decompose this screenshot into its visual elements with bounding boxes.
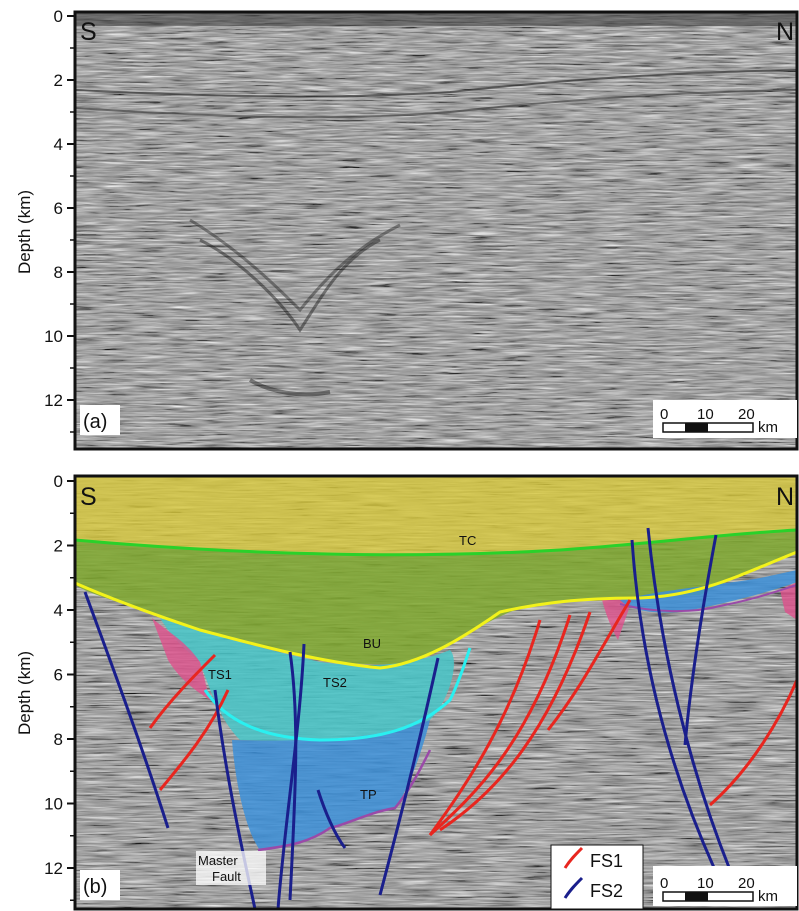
depth-tick-label: 0	[54, 472, 63, 491]
unit-blue	[232, 720, 430, 850]
depth-tick-label: 0	[54, 7, 63, 26]
panel-a-label: (a)	[83, 411, 107, 433]
unit-top-yellow	[75, 476, 797, 555]
legend-fs2-swatch	[563, 876, 584, 899]
horizon-tp-right-line	[619, 584, 797, 613]
panel-a: S N (a) 0 10 20 km 0 2 4 6 8 10 12 Depth (km)	[15, 7, 799, 451]
horizon-ts2-line	[203, 647, 472, 742]
panel-a-scale-bar: 0 10 20 km	[653, 400, 797, 438]
horizon-label-ts2: TS2	[323, 675, 347, 690]
depth-tick-label: 6	[54, 199, 63, 218]
master-fault-label-box	[196, 851, 266, 885]
fs1-fault	[546, 599, 632, 731]
panel-b-scale-bar: 0 10 20 km	[653, 866, 797, 906]
panel-b-label: (b)	[83, 876, 107, 898]
panel-a-south-label: S	[80, 18, 97, 46]
depth-tick-label: 4	[54, 601, 63, 620]
fs2-fault	[316, 789, 347, 849]
unit-pink-right	[780, 582, 797, 620]
panel-b-north-label: N	[776, 483, 794, 511]
fault-set-fs1	[148, 599, 797, 837]
horizon-label-bu: BU	[363, 636, 381, 651]
legend-fs1-swatch	[563, 846, 584, 869]
depth-tick-label: 6	[54, 666, 63, 685]
fs1-fault	[709, 679, 797, 807]
panel-a-frame	[73, 10, 799, 451]
panel-b-scale-tick-0: 0	[660, 875, 668, 892]
fs2-fault	[683, 534, 718, 746]
panel-a-scale-tick-10: 10	[697, 406, 714, 423]
fs1-fault	[439, 611, 592, 832]
unit-mid-green	[75, 530, 797, 665]
panel-b-frame	[73, 474, 799, 911]
panel-a-scale-unit: km	[758, 419, 778, 436]
horizon-tc-line	[75, 528, 797, 557]
panel-b: S N TC BU TS1 TS2 TP Master Fault (b) FS…	[15, 472, 799, 911]
fs1-fault	[428, 614, 572, 837]
panel-a-y-axis-title: Depth (km)	[15, 190, 34, 274]
panel-a-reflectors	[75, 12, 797, 397]
depth-tick-label: 10	[44, 327, 63, 346]
horizon-label-ts1: TS1	[208, 667, 232, 682]
fs2-fault	[83, 591, 170, 829]
horizon-label-tc: TC	[459, 533, 476, 548]
panel-a-label-box	[80, 405, 120, 435]
depth-tick-label: 2	[54, 71, 63, 90]
depth-tick-label: 2	[54, 537, 63, 556]
panel-b-scale-tick-20: 20	[738, 875, 755, 892]
panel-a-seismic-section	[75, 12, 797, 449]
panel-b-scale-unit: km	[758, 888, 778, 905]
fs2-fault	[288, 651, 298, 901]
depth-tick-label: 4	[54, 135, 63, 154]
unit-blue-right	[620, 570, 797, 613]
fs1-fault	[428, 619, 542, 836]
panel-a-north-label: N	[776, 18, 794, 46]
depth-tick-label: 8	[54, 263, 63, 282]
master-fault-label-line2: Fault	[212, 869, 241, 884]
panel-a-scale-tick-0: 0	[660, 406, 668, 423]
depth-tick-label: 12	[44, 391, 63, 410]
unit-pink-left	[152, 618, 210, 700]
panel-b-scale-tick-10: 10	[697, 875, 714, 892]
depth-tick-label: 10	[44, 795, 63, 814]
panel-b-south-label: S	[80, 483, 97, 511]
horizon-label-tp: TP	[360, 787, 377, 802]
fs2-fault	[276, 643, 306, 909]
legend: FS1 FS2	[550, 844, 644, 910]
unit-cyan	[160, 618, 454, 741]
depth-tick-label: 8	[54, 730, 63, 749]
panel-a-scale-tick-20: 20	[738, 406, 755, 423]
fault-set-fs2	[83, 527, 732, 909]
fs2-fault	[630, 539, 717, 871]
panel-b-y-axis-title: Depth (km)	[15, 651, 34, 735]
legend-fs1-label: FS1	[590, 851, 623, 871]
fs2-fault	[646, 527, 732, 871]
depth-tick-label: 12	[44, 859, 63, 878]
panel-b-label-box	[80, 870, 120, 900]
master-fault-label-line1: Master	[198, 853, 238, 868]
horizon-bu-line	[75, 550, 797, 670]
panel-a-depth-axis: 0 2 4 6 8 10 12	[44, 7, 75, 433]
fs2-fault	[378, 657, 440, 896]
horizon-tp-line	[257, 749, 432, 852]
legend-fs2-label: FS2	[590, 881, 623, 901]
panel-b-depth-axis: 0 2 4 6 8 10 12	[44, 472, 75, 901]
fs1-fault	[158, 689, 230, 791]
fs1-fault	[148, 653, 217, 729]
panel-b-interpretation	[75, 476, 797, 909]
